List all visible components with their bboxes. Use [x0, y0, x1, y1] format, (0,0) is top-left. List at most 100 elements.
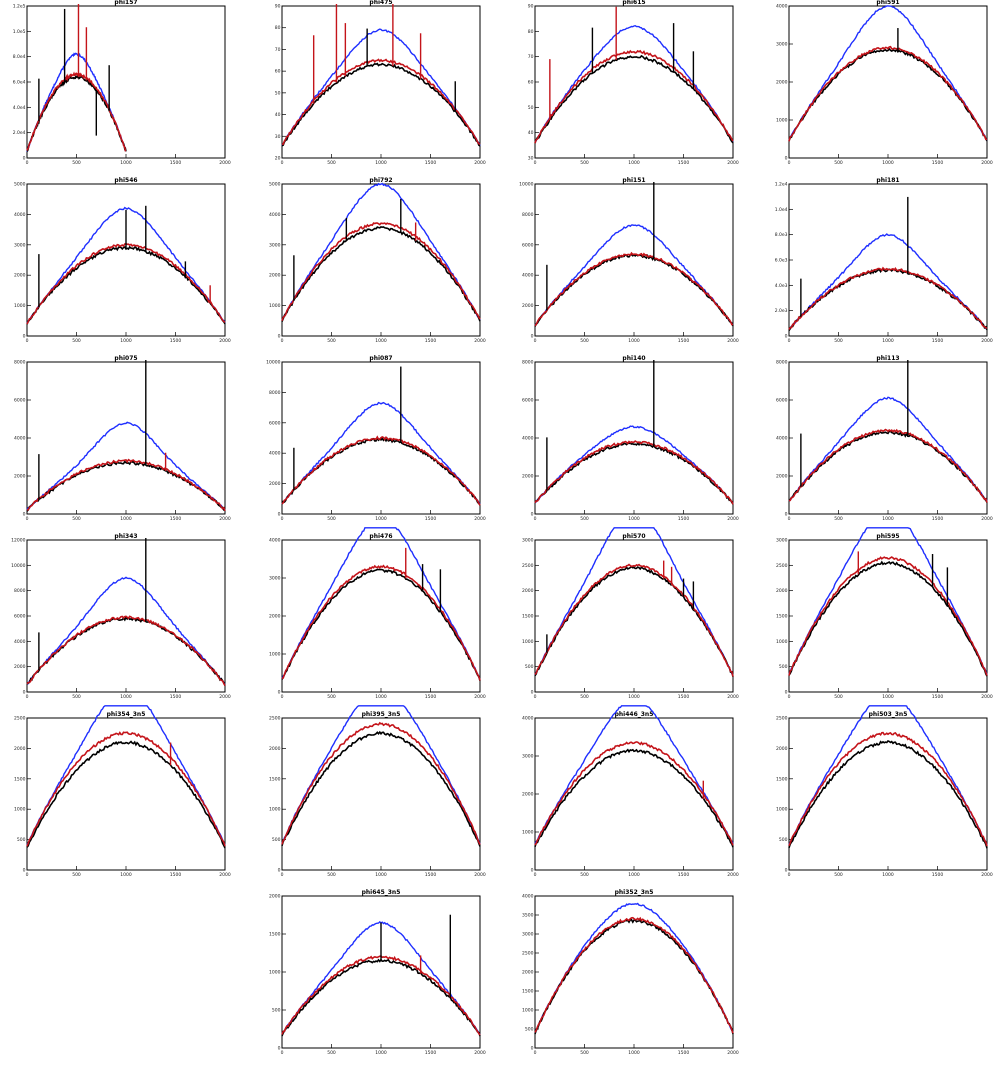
y-tick-label: 500 — [17, 837, 26, 843]
y-tick-label: 4000 — [522, 716, 534, 722]
y-tick-label: 10000 — [266, 360, 280, 366]
chart-svg: phi503_3n5 0 500 1000 1500 2000 0 500 1000 1500 20… — [776, 705, 993, 878]
y-tick-label: 0 — [278, 868, 281, 874]
plot-frame — [26, 361, 226, 515]
y-tick-label: 2500 — [776, 716, 788, 722]
y-tick-label: 80 — [528, 29, 534, 35]
y-tick-label: 0 — [531, 512, 534, 518]
y-tick-label: 2500 — [269, 716, 281, 722]
x-tick-label: 1500 — [932, 160, 944, 166]
y-tick-label: 1000 — [269, 970, 281, 976]
x-tick-label: 1000 — [882, 338, 894, 344]
chart-svg: phi395_3n5 0 500 1000 1500 2000 0 500 1000 1500 20… — [269, 705, 486, 878]
y-tick-label: 4.0e4 — [13, 105, 26, 111]
x-tick-label: 1500 — [932, 694, 944, 700]
y-tick-label: 4.0e3 — [775, 283, 788, 289]
series-red-line — [534, 440, 734, 505]
x-tick-label: 0 — [281, 160, 284, 166]
x-tick-label: 1500 — [678, 872, 690, 878]
series-blue-line — [534, 224, 734, 326]
y-tick-label: 10000 — [519, 182, 533, 188]
x-tick-label: 1000 — [882, 694, 894, 700]
chart-svg: phi151 0 500 1000 1500 2000 0 2000 4000 6000 8000 1… — [519, 177, 739, 344]
x-tick-label: 500 — [72, 338, 81, 344]
y-tick-label: 0 — [531, 868, 534, 874]
series-blue-line — [281, 527, 481, 681]
x-tick-label: 0 — [788, 160, 791, 166]
y-tick-label: 0 — [23, 690, 26, 696]
chart-title: phi645_3n5 — [362, 889, 401, 896]
y-tick-label: 8000 — [776, 360, 788, 366]
series-red-line — [788, 556, 988, 676]
chart-panel: phi570 0 500 1000 1500 2000 0 500 1000 1500 2000 25… — [522, 527, 777, 710]
chart-panel: phi157 0 500 1000 1500 2000 0 2.0e4 4.0e4 6.0e4 8.… — [13, 0, 269, 176]
plot-frame — [788, 717, 988, 871]
x-tick-label: 0 — [281, 872, 284, 878]
y-tick-label: 2000 — [14, 273, 26, 279]
chart-svg: phi446_3n5 0 500 1000 1500 2000 0 1000 2000 3000 4… — [522, 705, 739, 878]
y-tick-label: 1000 — [776, 807, 788, 813]
x-tick-label: 0 — [534, 694, 537, 700]
x-tick-label: 1500 — [170, 338, 182, 344]
chart-svg: phi343 0 500 1000 1500 2000 0 2000 4000 6000 8000 1… — [11, 533, 231, 700]
y-tick-label: 6000 — [522, 398, 534, 404]
x-tick-label: 500 — [834, 516, 843, 522]
y-tick-label: 2000 — [776, 588, 788, 594]
y-tick-label: 2.0e3 — [775, 308, 788, 314]
x-tick-label: 1000 — [375, 694, 387, 700]
x-tick-label: 1000 — [375, 1050, 387, 1056]
x-tick-label: 500 — [580, 694, 589, 700]
series-black-line — [26, 740, 226, 849]
y-tick-label: 6.0e3 — [775, 258, 788, 264]
y-tick-label: 1000 — [522, 830, 534, 836]
chart-panel: phi352_3n5 0 500 1000 1500 2000 0 500 1000 1500 20… — [522, 888, 777, 1066]
y-tick-label: 1000 — [522, 1008, 534, 1014]
x-tick-label: 500 — [834, 872, 843, 878]
y-tick-label: 2000 — [269, 273, 281, 279]
x-tick-label: 1500 — [678, 694, 690, 700]
y-tick-label: 60 — [528, 80, 534, 86]
y-tick-label: 0 — [278, 512, 281, 518]
y-tick-label: 4000 — [269, 451, 281, 457]
plot-frame — [281, 5, 481, 159]
chart-panel: phi113 0 500 1000 1500 2000 0 2000 4000 6000 8000 — [776, 354, 1008, 532]
x-tick-label: 500 — [72, 694, 81, 700]
x-tick-label: 0 — [534, 516, 537, 522]
y-tick-label: 40 — [275, 112, 281, 118]
x-tick-label: 2000 — [474, 160, 486, 166]
series-black-line — [788, 740, 988, 849]
y-tick-label: 90 — [275, 4, 281, 10]
x-tick-label: 2000 — [219, 872, 231, 878]
x-tick-label: 500 — [72, 516, 81, 522]
y-tick-label: 1000 — [269, 652, 281, 658]
y-tick-label: 4000 — [522, 273, 534, 279]
series-red-line — [281, 435, 481, 506]
y-tick-label: 3000 — [776, 42, 788, 48]
y-tick-label: 3000 — [522, 754, 534, 760]
x-tick-label: 0 — [26, 160, 29, 166]
chart-title: phi570 — [622, 533, 645, 540]
series-red-line — [26, 458, 226, 512]
series-red-line — [281, 222, 481, 322]
y-tick-label: 1000 — [776, 639, 788, 645]
chart-title: phi087 — [369, 355, 392, 362]
x-tick-label: 500 — [834, 694, 843, 700]
y-tick-label: 5000 — [269, 182, 281, 188]
series-red-line — [281, 564, 481, 681]
series-blue-line — [534, 24, 734, 143]
x-tick-label: 1000 — [375, 872, 387, 878]
y-tick-label: 3000 — [776, 538, 788, 544]
y-tick-label: 1000 — [14, 303, 26, 309]
x-tick-label: 0 — [281, 338, 284, 344]
x-tick-label: 0 — [534, 160, 537, 166]
plot-frame — [281, 895, 481, 1049]
y-tick-label: 0 — [531, 334, 534, 340]
series-blue-line — [534, 705, 734, 844]
y-tick-label: 1000 — [269, 807, 281, 813]
y-tick-label: 0 — [23, 868, 26, 874]
series-blue-line — [788, 233, 988, 330]
chart-svg: phi075 0 500 1000 1500 2000 0 2000 4000 6000 8000 — [14, 355, 231, 522]
y-tick-label: 500 — [779, 837, 788, 843]
x-tick-label: 0 — [788, 694, 791, 700]
